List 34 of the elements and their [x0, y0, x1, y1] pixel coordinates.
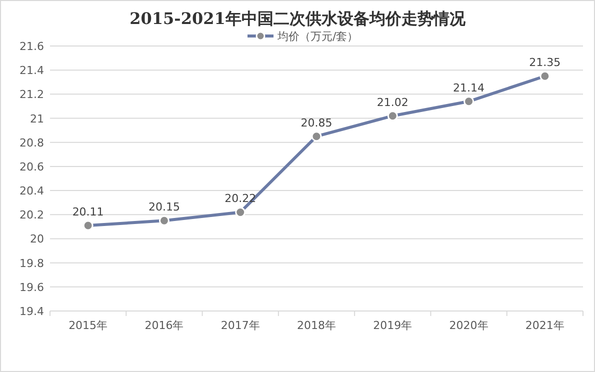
chart-title: 2015-2021年中国二次供水设备均价走势情况 — [130, 9, 466, 28]
legend-label: 均价（万元/套） — [276, 30, 358, 43]
point — [235, 206, 246, 218]
y-tick-label: 21.4 — [20, 64, 44, 78]
point — [311, 131, 322, 142]
y-tick-label: 20.4 — [20, 184, 44, 198]
point — [82, 220, 94, 231]
point — [540, 70, 550, 82]
y-tick-label: 19.8 — [20, 256, 44, 270]
point — [464, 96, 474, 107]
point — [158, 215, 170, 226]
y-tick-label: 20 — [30, 232, 44, 246]
x-tick-label: 2018年 — [297, 319, 336, 332]
x-tick-label: 2015年 — [68, 319, 108, 332]
y-tick-label: 20.2 — [20, 208, 44, 222]
y-tick-label: 21.6 — [20, 40, 44, 53]
y-tick-label: 21 — [30, 112, 44, 126]
point — [387, 110, 398, 122]
x-tick-label: 2019年 — [373, 319, 412, 332]
x-tick-label: 2020年 — [449, 319, 488, 332]
data-label: 21.14 — [453, 81, 485, 94]
data-label: 21.02 — [376, 96, 408, 109]
y-tick-label: 21.2 — [20, 88, 44, 102]
x-tick-label: 2017年 — [220, 319, 260, 332]
data-label: 20.85 — [300, 116, 332, 130]
y-tick-label: 20.6 — [20, 160, 44, 174]
data-label: 21.35 — [529, 56, 561, 70]
data-label: 20.15 — [148, 200, 180, 214]
x-tick-label: 2016年 — [144, 319, 184, 332]
data-label: 20.11 — [72, 205, 104, 218]
y-tick-label: 19.4 — [20, 305, 44, 318]
x-tick-label: 2021年 — [525, 319, 564, 332]
y-tick-label: 19.6 — [20, 280, 44, 294]
y-tick-label: 20.8 — [20, 136, 44, 150]
